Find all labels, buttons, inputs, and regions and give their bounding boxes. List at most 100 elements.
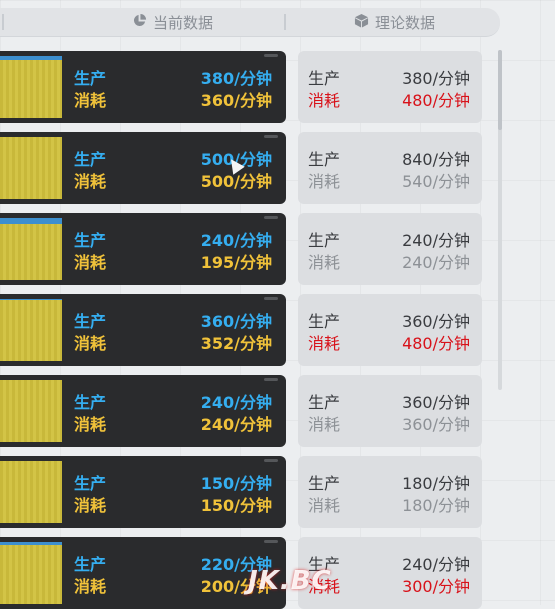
current-production-value: 380/分钟 <box>200 69 272 88</box>
current-data-card[interactable]: 生产 220/分钟 消耗 200/分钟 <box>0 537 286 609</box>
resource-bar <box>0 218 62 280</box>
theory-production-value: 380/分钟 <box>402 69 470 88</box>
current-consumption-value: 150/分钟 <box>200 496 272 515</box>
theory-consumption-label: 消耗 <box>308 334 341 353</box>
current-consumption-value: 195/分钟 <box>200 253 272 272</box>
card-notch <box>264 378 278 381</box>
theory-consumption-label: 消耗 <box>308 172 341 191</box>
current-production-label: 生产 <box>74 393 107 412</box>
theory-data-card[interactable]: 生产 380/分钟 消耗 480/分钟 <box>298 51 482 123</box>
theory-production-value: 840/分钟 <box>402 150 470 169</box>
theory-data-card[interactable]: 生产 240/分钟 消耗 300/分钟 <box>298 537 482 609</box>
current-consumption-value: 240/分钟 <box>200 415 272 434</box>
card-notch <box>264 540 278 543</box>
current-data-card[interactable]: 生产 500/分钟 消耗 500/分钟 <box>0 132 286 204</box>
resource-row: 生产 240/分钟 消耗 195/分钟 生产 240/分钟 消耗 240/分钟 <box>0 213 555 285</box>
theory-consumption-label: 消耗 <box>308 496 341 515</box>
current-consumption-label: 消耗 <box>74 577 107 596</box>
pie-chart-icon <box>132 13 147 32</box>
current-production-value: 360/分钟 <box>200 312 272 331</box>
theory-production-label: 生产 <box>308 474 341 493</box>
data-header: 当前数据 理论数据 <box>0 8 500 37</box>
resource-bar <box>0 56 62 118</box>
theory-consumption-label: 消耗 <box>308 253 341 272</box>
theory-data-card[interactable]: 生产 360/分钟 消耗 480/分钟 <box>298 294 482 366</box>
resource-row: 生产 380/分钟 消耗 360/分钟 生产 380/分钟 消耗 480/分钟 <box>0 51 555 123</box>
theory-production-label: 生产 <box>308 312 341 331</box>
resource-bar <box>0 542 62 604</box>
header-separator <box>2 14 4 30</box>
current-production-value: 500/分钟 <box>200 150 272 169</box>
current-data-card[interactable]: 生产 360/分钟 消耗 352/分钟 <box>0 294 286 366</box>
current-production-label: 生产 <box>74 312 107 331</box>
current-consumption-label: 消耗 <box>74 172 107 191</box>
resource-bar <box>0 137 62 199</box>
current-data-card[interactable]: 生产 150/分钟 消耗 150/分钟 <box>0 456 286 528</box>
theory-data-card[interactable]: 生产 180/分钟 消耗 180/分钟 <box>298 456 482 528</box>
resource-row: 生产 150/分钟 消耗 150/分钟 生产 180/分钟 消耗 180/分钟 <box>0 456 555 528</box>
resource-bar-top <box>0 56 62 60</box>
tab-current-data[interactable]: 当前数据 <box>132 8 213 36</box>
scrollbar-thumb[interactable] <box>498 50 502 130</box>
theory-data-card[interactable]: 生产 240/分钟 消耗 240/分钟 <box>298 213 482 285</box>
theory-production-label: 生产 <box>308 555 341 574</box>
resource-bar <box>0 380 62 442</box>
current-data-card[interactable]: 生产 380/分钟 消耗 360/分钟 <box>0 51 286 123</box>
theory-consumption-value: 360/分钟 <box>402 415 470 434</box>
theory-production-label: 生产 <box>308 393 341 412</box>
current-consumption-label: 消耗 <box>74 253 107 272</box>
theory-production-label: 生产 <box>308 69 341 88</box>
current-consumption-label: 消耗 <box>74 91 107 110</box>
tab-theory-label: 理论数据 <box>375 13 436 32</box>
current-consumption-value: 500/分钟 <box>200 172 272 191</box>
scrollbar[interactable] <box>498 50 502 390</box>
theory-production-label: 生产 <box>308 231 341 250</box>
current-production-value: 150/分钟 <box>200 474 272 493</box>
current-data-card[interactable]: 生产 240/分钟 消耗 195/分钟 <box>0 213 286 285</box>
header-separator <box>284 14 286 30</box>
current-consumption-label: 消耗 <box>74 415 107 434</box>
theory-consumption-value: 240/分钟 <box>402 253 470 272</box>
current-consumption-label: 消耗 <box>74 334 107 353</box>
theory-data-card[interactable]: 生产 360/分钟 消耗 360/分钟 <box>298 375 482 447</box>
current-consumption-label: 消耗 <box>74 496 107 515</box>
current-production-label: 生产 <box>74 150 107 169</box>
theory-production-value: 240/分钟 <box>402 555 470 574</box>
resource-row: 生产 360/分钟 消耗 352/分钟 生产 360/分钟 消耗 480/分钟 <box>0 294 555 366</box>
resource-bar-top <box>0 218 62 224</box>
theory-consumption-value: 480/分钟 <box>402 334 470 353</box>
theory-production-label: 生产 <box>308 150 341 169</box>
current-production-value: 240/分钟 <box>200 393 272 412</box>
theory-consumption-label: 消耗 <box>308 91 341 110</box>
theory-consumption-value: 300/分钟 <box>402 577 470 596</box>
theory-production-value: 240/分钟 <box>402 231 470 250</box>
theory-consumption-value: 480/分钟 <box>402 91 470 110</box>
current-production-label: 生产 <box>74 555 107 574</box>
cube-icon <box>354 13 369 32</box>
resource-bar <box>0 299 62 361</box>
resource-bar-top <box>0 542 62 545</box>
current-consumption-value: 200/分钟 <box>200 577 272 596</box>
theory-consumption-label: 消耗 <box>308 415 341 434</box>
current-consumption-value: 352/分钟 <box>200 334 272 353</box>
theory-production-value: 180/分钟 <box>402 474 470 493</box>
card-notch <box>264 135 278 138</box>
card-notch <box>264 297 278 300</box>
card-notch <box>264 459 278 462</box>
resource-row: 生产 500/分钟 消耗 500/分钟 生产 840/分钟 消耗 540/分钟 <box>0 132 555 204</box>
current-production-label: 生产 <box>74 231 107 250</box>
resource-bar-top <box>0 299 62 300</box>
theory-data-card[interactable]: 生产 840/分钟 消耗 540/分钟 <box>298 132 482 204</box>
current-production-label: 生产 <box>74 69 107 88</box>
current-production-value: 220/分钟 <box>200 555 272 574</box>
tab-current-label: 当前数据 <box>153 13 214 32</box>
resource-row: 生产 240/分钟 消耗 240/分钟 生产 360/分钟 消耗 360/分钟 <box>0 375 555 447</box>
tab-theory-data[interactable]: 理论数据 <box>354 8 435 36</box>
card-notch <box>264 216 278 219</box>
resource-row: 生产 220/分钟 消耗 200/分钟 生产 240/分钟 消耗 300/分钟 <box>0 537 555 609</box>
current-consumption-value: 360/分钟 <box>200 91 272 110</box>
current-data-card[interactable]: 生产 240/分钟 消耗 240/分钟 <box>0 375 286 447</box>
theory-production-value: 360/分钟 <box>402 312 470 331</box>
theory-production-value: 360/分钟 <box>402 393 470 412</box>
watermark: JK.BC <box>248 566 332 596</box>
